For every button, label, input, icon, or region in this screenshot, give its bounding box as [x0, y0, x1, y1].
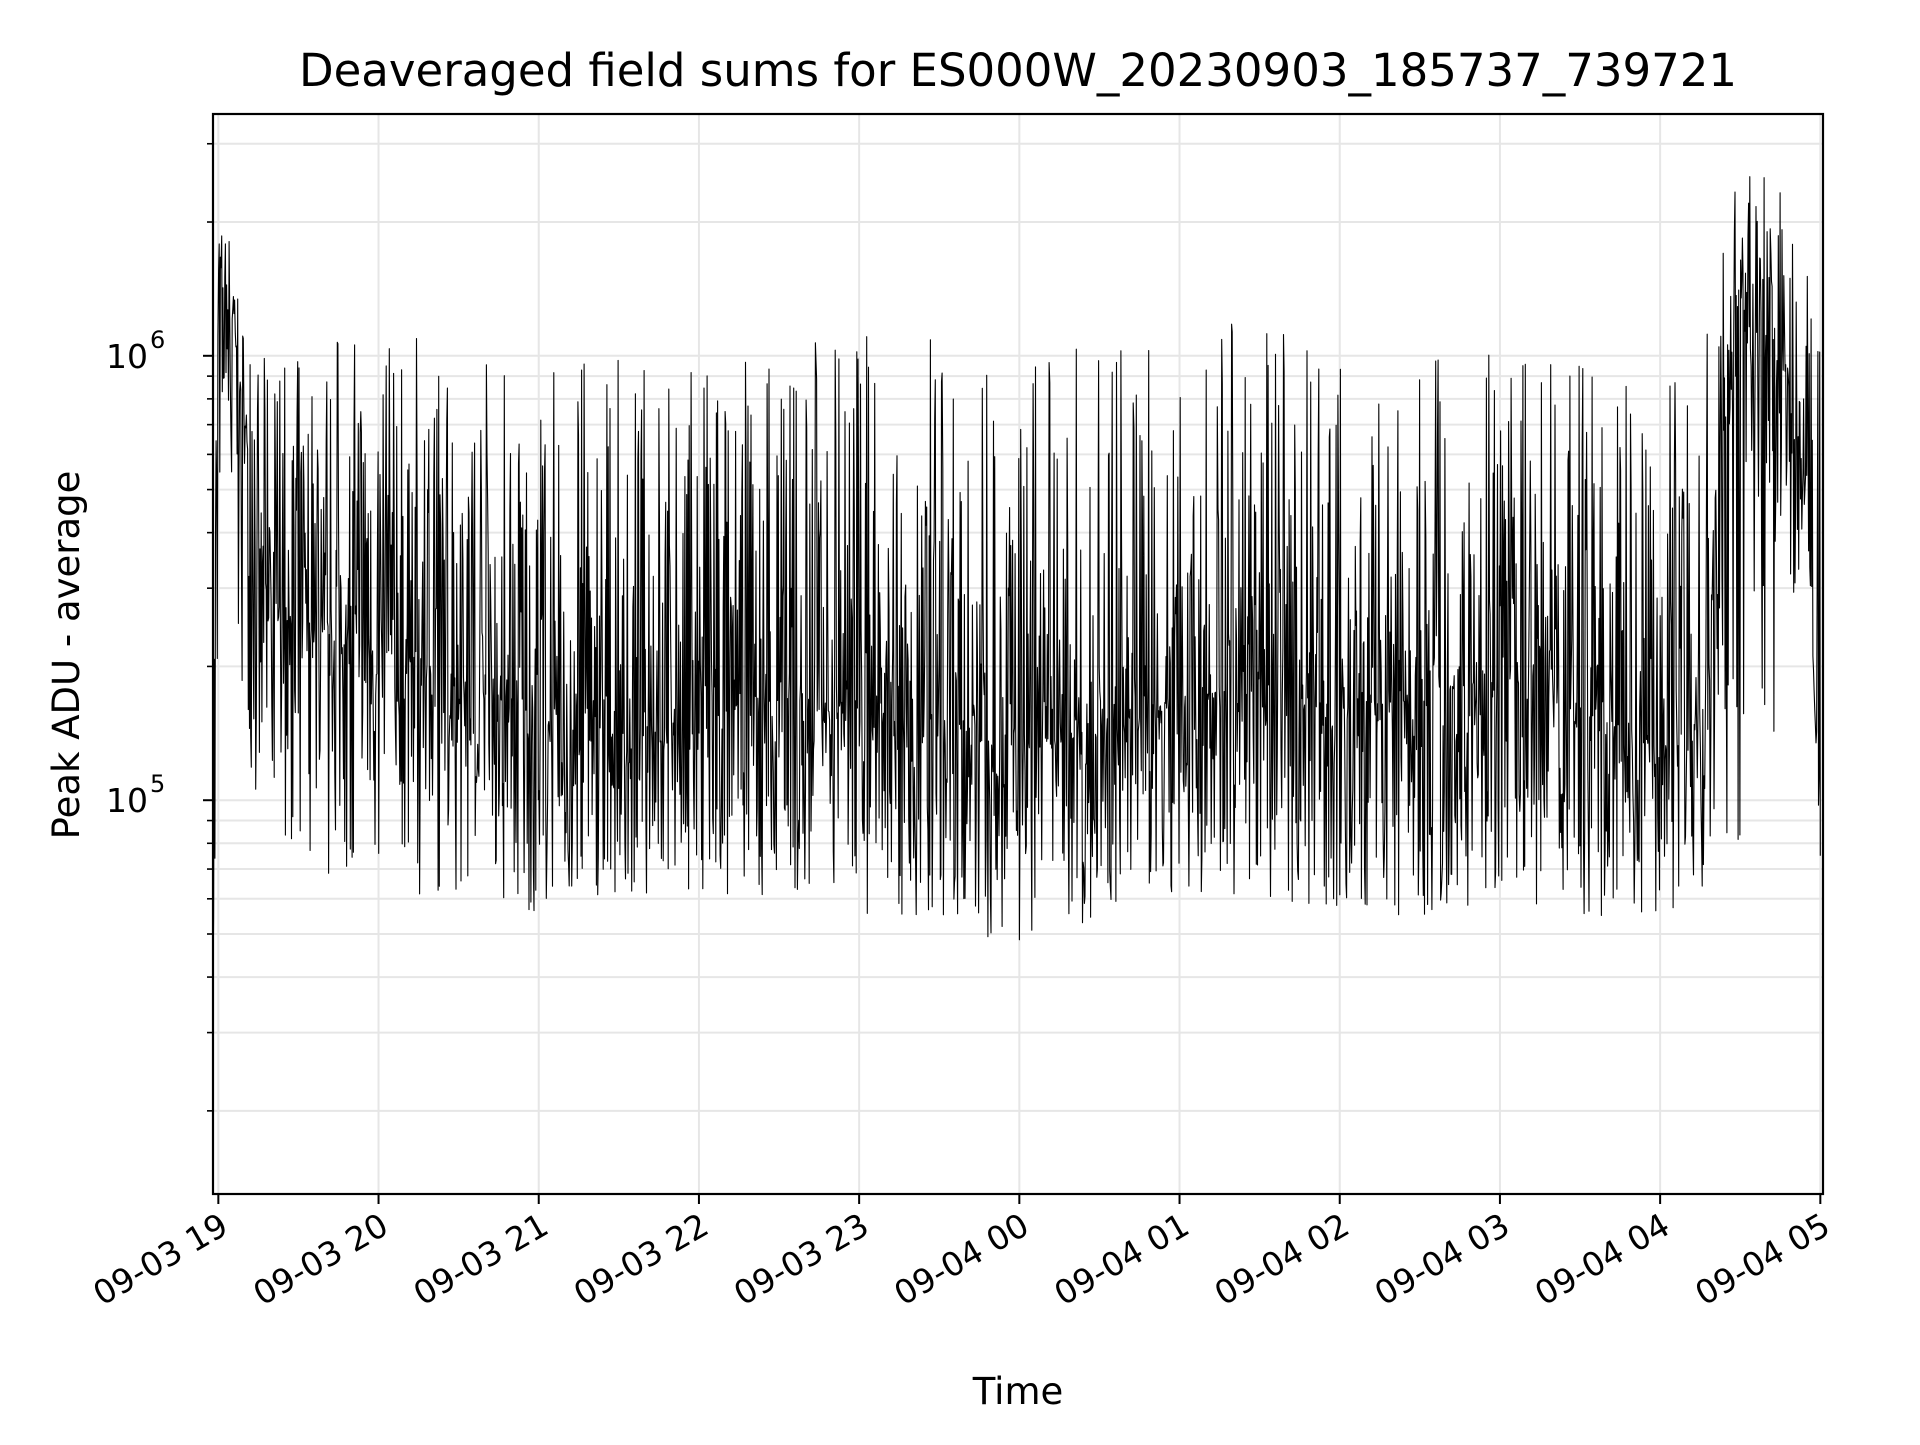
plot-frame	[211, 112, 1825, 1196]
plot-area	[212, 176, 1821, 993]
chart-title: Deaveraged field sums for ES000W_2023090…	[299, 44, 1737, 97]
y-axis-label: Peak ADU - average	[45, 471, 88, 840]
y-tick-label: 10	[106, 337, 148, 376]
x-axis-label: Time	[972, 1370, 1064, 1413]
series-line	[212, 176, 1821, 993]
y-tick-label: 10	[106, 781, 148, 820]
y-tick-label-exponent: 5	[150, 770, 165, 798]
y-tick-label-exponent: 6	[150, 326, 165, 354]
